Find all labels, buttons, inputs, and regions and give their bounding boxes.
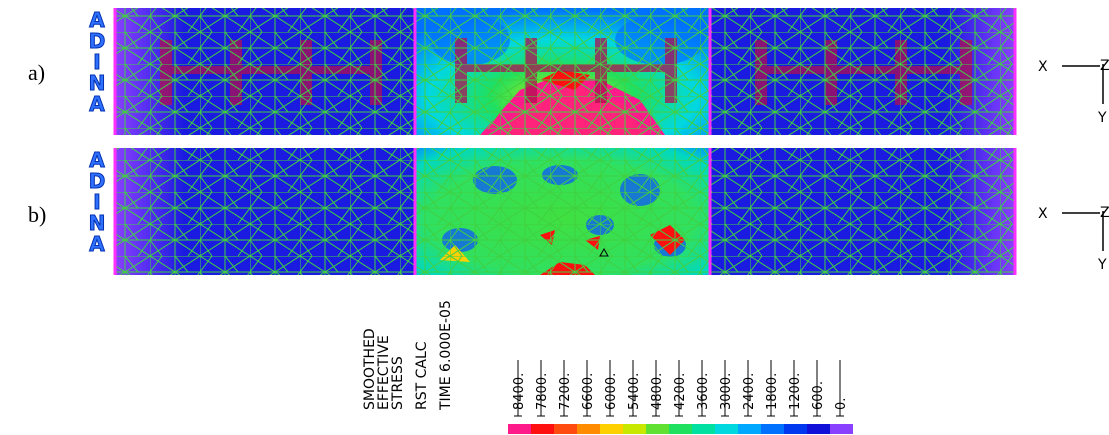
- legend-swatch: [577, 424, 600, 434]
- legend-level: 5400.: [627, 373, 642, 410]
- figure: a) b) X Z Y X Z Y SMOOTHEDEFFECTIVESTRES…: [0, 0, 1109, 435]
- legend-swatch: [692, 424, 715, 434]
- axis-triad: [1062, 64, 1103, 251]
- legend-level: 7800.: [535, 373, 550, 410]
- legend-level: 3000.: [719, 373, 734, 410]
- legend-level: 4200.: [673, 373, 688, 410]
- legend-level: 1800.: [765, 373, 780, 410]
- legend-level: 1200.: [788, 373, 803, 410]
- legend-level: 2400.: [742, 373, 757, 410]
- legend-level: 600.: [811, 381, 826, 410]
- legend-swatch: [508, 424, 531, 434]
- legend-swatch: [738, 424, 761, 434]
- logo: ADINA: [86, 148, 108, 253]
- panel-label: b): [28, 202, 46, 227]
- legend-swatch: [715, 424, 738, 434]
- page: a) b) X Z Y X Z Y SMOOTHEDEFFECTIVESTRES…: [0, 0, 1109, 435]
- legend-level: 0.: [834, 398, 849, 410]
- legend-swatch: [646, 424, 669, 434]
- panel-label: a): [28, 60, 45, 85]
- legend-caption: RST CALC: [414, 341, 430, 410]
- logo: ADINA: [86, 8, 108, 113]
- legend-swatch: [600, 424, 623, 434]
- legend-level: 6600.: [581, 373, 596, 410]
- legend-caption: STRESS: [390, 356, 406, 410]
- axis-x: X: [1038, 206, 1048, 222]
- panel-a: [115, 8, 1015, 135]
- axis-y: Y: [1097, 257, 1107, 273]
- legend-swatch: [669, 424, 692, 434]
- legend-swatch: [807, 424, 830, 434]
- legend-swatch: [623, 424, 646, 434]
- legend-swatch: [784, 424, 807, 434]
- legend-swatch: [554, 424, 577, 434]
- legend-level: 7200.: [558, 373, 573, 410]
- legend-swatch: [830, 424, 853, 434]
- axis-x: X: [1038, 59, 1048, 75]
- legend-caption: TIME 6.000E-05: [438, 300, 454, 411]
- legend-swatch: [531, 424, 554, 434]
- legend-level: 3600.: [696, 373, 711, 410]
- legend-level: 4800.: [650, 373, 665, 410]
- legend-level: 8400.: [512, 373, 527, 410]
- axis-z: Z: [1100, 58, 1109, 74]
- panel-b: [115, 148, 1015, 275]
- axis-y: Y: [1097, 110, 1107, 126]
- legend-level: 6000.: [604, 373, 619, 410]
- legend-swatch: [761, 424, 784, 434]
- axis-z: Z: [1100, 205, 1109, 221]
